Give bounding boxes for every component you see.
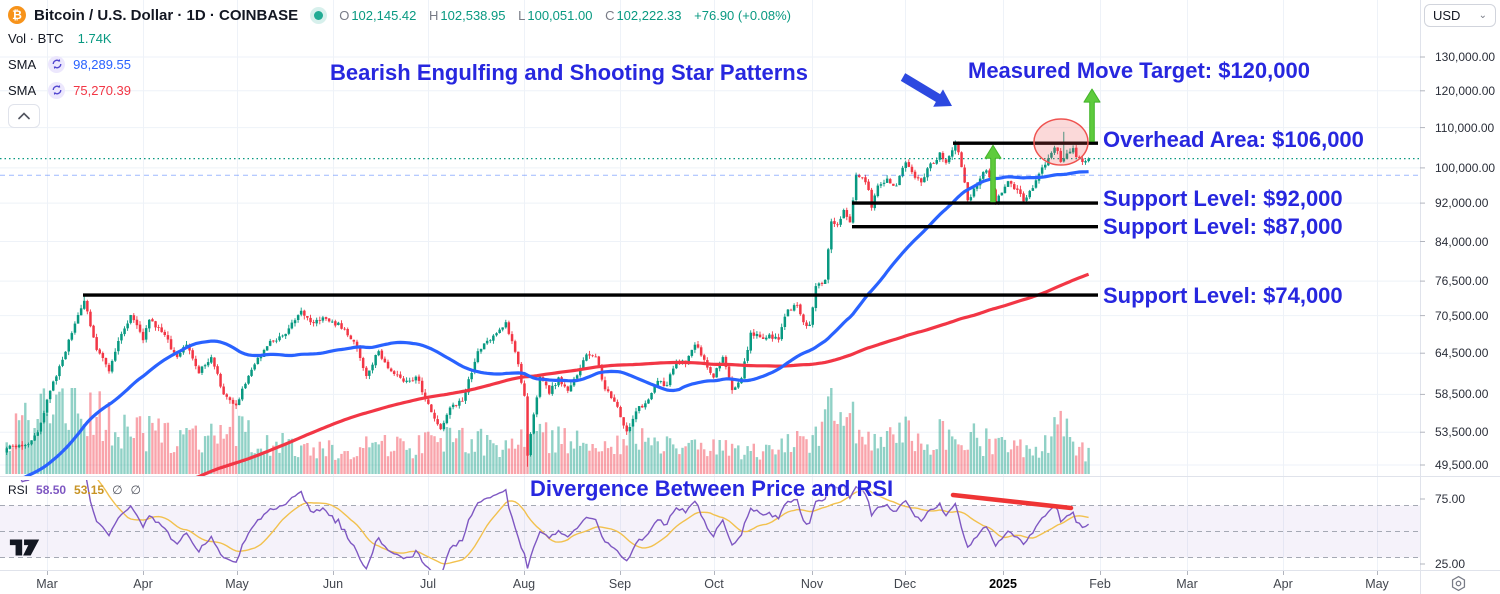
annotation-divergence[interactable]: Divergence Between Price and RSI: [530, 476, 894, 501]
volume-value: 1.74K: [77, 30, 112, 46]
currency-label: USD: [1433, 8, 1461, 23]
symbol-header: ₿ Bitcoin / U.S. Dollar · 1D · COINBASE …: [8, 4, 791, 26]
sma-slow-legend: SMA 75,270.39: [8, 81, 131, 99]
price-axis-label: 76,500.00: [1435, 274, 1489, 289]
rsi-ma-value: 53.15: [74, 483, 105, 497]
volume-legend: Vol · BTC 1.74K: [8, 30, 112, 46]
price-axis-label: 64,500.00: [1435, 346, 1489, 361]
rsi-legend: RSI 58.50 53.15 ∅ ∅: [8, 483, 141, 497]
sma-50-line: [23, 170, 1089, 476]
volume-series: [5, 388, 1090, 474]
sma-slow-label[interactable]: SMA: [8, 82, 37, 98]
time-axis-label: Mar: [1176, 577, 1198, 591]
close-value: 102,222.33: [616, 7, 682, 23]
rsi-pane: [0, 480, 1420, 570]
time-axis-label: May: [225, 577, 249, 591]
time-axis-label: Sep: [608, 577, 632, 591]
divergence-trendline[interactable]: [950, 492, 1074, 511]
candlestick-series: [5, 131, 1090, 467]
time-axis-label: Oct: [704, 577, 724, 591]
rsi-axis-label: 25.00: [1435, 557, 1466, 571]
annotation-overhead-area[interactable]: Overhead Area: $106,000: [1103, 127, 1364, 152]
sma-fast-label[interactable]: SMA: [8, 56, 37, 72]
high-value: 102,538.95: [440, 7, 506, 23]
time-axis-label: Apr: [133, 577, 153, 591]
measured-move-arrow-icon[interactable]: [984, 144, 1002, 203]
time-axis-label: 2025: [989, 577, 1017, 591]
ohlc-values: O 102,145.42 H 102,538.95 L 100,051.00 C 102…: [339, 8, 791, 23]
low-value: 100,051.00: [527, 7, 593, 23]
price-axis-label: 110,000.00: [1435, 120, 1495, 135]
price-axis[interactable]: 130,000.00 120,000.00 110,000.00 100,000.00…: [1420, 0, 1500, 594]
sma-slow-value: 75,270.39: [73, 82, 132, 98]
rsi-empty-slot: ∅: [112, 483, 123, 497]
time-axis-label: Mar: [36, 577, 58, 591]
pointer-arrow-icon[interactable]: [900, 73, 952, 107]
close-label: C: [605, 7, 615, 23]
volume-label[interactable]: Vol · BTC: [8, 30, 64, 46]
annotation-support-92k[interactable]: Support Level: $92,000: [1103, 186, 1343, 211]
time-axis-label: Feb: [1089, 577, 1111, 591]
measured-move-arrow-icon[interactable]: [1083, 88, 1101, 142]
refresh-icon: [48, 81, 66, 99]
open-label: O: [339, 7, 350, 23]
price-axis-label: 84,000.00: [1435, 234, 1489, 249]
sma-fast-legend: SMA 98,289.55: [8, 55, 131, 73]
price-axis-label: 49,500.00: [1435, 458, 1489, 472]
annotation-support-74k[interactable]: Support Level: $74,000: [1103, 283, 1343, 308]
time-axis-label: Nov: [800, 577, 824, 591]
price-axis-label: 100,000.00: [1435, 160, 1496, 175]
currency-selector[interactable]: USD ⌄: [1424, 4, 1496, 27]
time-axis[interactable]: Mar Apr May Jun Jul Aug Sep Oct Nov Dec 2025 Feb Mar…: [0, 571, 1420, 594]
collapse-legend-button[interactable]: [8, 104, 40, 128]
price-axis-label: 92,000.00: [1435, 196, 1489, 211]
refresh-icon: [48, 55, 66, 73]
price-axis-label: 70,500.00: [1435, 308, 1489, 323]
time-axis-label: Jul: [420, 577, 436, 591]
rsi-axis-label: 75.00: [1435, 492, 1466, 506]
price-axis-label: 58,500.00: [1435, 387, 1489, 402]
rsi-empty-slot: ∅: [130, 483, 141, 497]
rsi-value: 58.50: [36, 483, 67, 497]
highlight-circle[interactable]: [1033, 118, 1089, 166]
low-label: L: [518, 7, 526, 23]
annotation-measured-move[interactable]: Measured Move Target: $120,000: [968, 58, 1310, 83]
bitcoin-icon: ₿: [8, 6, 26, 24]
time-axis-label: Aug: [512, 577, 536, 591]
rsi-line: [20, 480, 1090, 570]
chevron-down-icon: ⌄: [1478, 10, 1487, 21]
symbol-title[interactable]: Bitcoin / U.S. Dollar · 1D · COINBASE: [34, 6, 299, 24]
time-axis-label: Jun: [322, 577, 344, 591]
high-label: H: [429, 7, 439, 23]
market-status-dot: [314, 10, 324, 20]
timezone-settings-icon[interactable]: [1450, 575, 1467, 594]
price-axis-label: 120,000.00: [1435, 83, 1496, 98]
time-axis-label: Apr: [1273, 577, 1293, 591]
sma-fast-value: 98,289.55: [73, 56, 132, 72]
price-axis-label: 130,000.00: [1435, 50, 1496, 64]
tradingview-logo[interactable]: [8, 534, 42, 565]
time-axis-label: May: [1365, 577, 1389, 591]
price-change: +76.90 (+0.08%): [694, 7, 792, 23]
price-axis-label: 53,500.00: [1435, 425, 1489, 440]
time-axis-label: Dec: [893, 577, 917, 591]
annotation-support-87k[interactable]: Support Level: $87,000: [1103, 214, 1343, 239]
sma-200-line: [195, 272, 1090, 476]
grid: [0, 0, 1420, 570]
open-value: 102,145.42: [351, 7, 417, 23]
rsi-label[interactable]: RSI: [8, 483, 29, 497]
annotation-bearish-patterns[interactable]: Bearish Engulfing and Shooting Star Patt…: [330, 60, 808, 85]
